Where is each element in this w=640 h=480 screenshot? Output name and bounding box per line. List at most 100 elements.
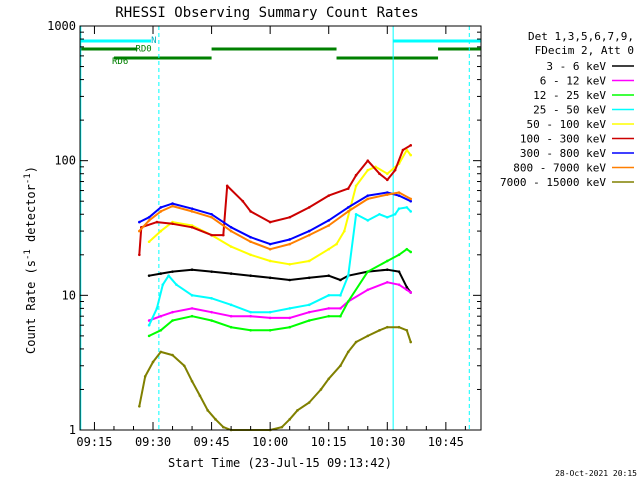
series-6-point-7 [249,235,252,239]
time-markers [80,26,470,430]
legend-label-3: 25 - 50 keV [533,104,606,117]
series-6-point-6 [229,226,233,229]
series-1-point-2 [171,310,174,314]
series-4-point-12 [343,229,346,233]
series-3-point-7 [229,303,233,307]
series-8-point-3 [159,350,163,354]
series-5-point-14 [346,187,350,190]
series-6-point-5 [210,212,213,216]
series-5-point-15 [354,173,358,177]
series-1-point-16 [405,288,409,292]
series-4-point-6 [249,253,252,257]
series-6-point-11 [327,219,331,222]
series-4-point-14 [366,168,370,172]
series-1-point-8 [288,316,291,320]
series-4-point-3 [190,224,194,227]
series-line-8 [138,326,412,431]
series-7-point-11 [327,224,331,227]
state-label-1: RD0 [135,44,151,54]
series-0-point-15 [397,270,401,273]
series-8-point-2 [151,360,155,364]
series-7-point-14 [385,193,389,196]
series-6-point-14 [385,191,389,194]
series-0-point-3 [190,268,194,272]
series-1-point-13 [366,288,370,292]
series-8-point-5 [182,364,186,368]
series-7-point-13 [366,197,370,201]
series-3-point-19 [393,212,397,216]
series-3-point-9 [268,310,272,314]
series-5-point-20 [401,148,405,152]
series-8-point-7 [198,394,202,397]
series-8-point-1 [143,375,147,378]
series-4-point-5 [229,245,233,248]
series-0-point-11 [339,278,342,282]
series-line-1 [148,281,412,322]
series-5-point-12 [307,206,311,209]
series-4-point-18 [405,148,409,152]
series-2-point-8 [288,325,291,329]
series-1-point-14 [385,280,389,284]
series-1-point-17 [409,291,413,294]
series-5-point-0 [138,253,141,257]
series-3-point-3 [167,274,170,277]
series-7-point-1 [147,219,151,222]
series-2-point-4 [210,319,213,322]
series-8-point-25 [397,325,401,329]
series-0-point-0 [147,274,151,277]
state-label-0: N [151,36,156,46]
y-tick-label-3: 1000 [47,19,76,33]
series-3-point-17 [378,212,381,216]
series-3-point-18 [385,215,389,219]
series-3-point-2 [161,283,165,286]
series-3-point-0 [147,323,151,327]
series-4-point-1 [159,229,163,233]
series-2-point-5 [229,325,233,329]
series-3-point-21 [405,206,409,209]
series-3-point-16 [366,219,370,222]
series-0-point-8 [288,278,291,282]
series-4-point-8 [288,262,291,266]
series-8-point-19 [339,364,342,368]
series-6-point-0 [138,220,141,224]
series-8-point-15 [296,409,299,412]
plot-frame [79,25,482,431]
series-3-point-10 [288,307,291,310]
series-8-point-8 [206,409,209,412]
series-5-point-6 [221,233,225,237]
series-3-point-5 [190,294,194,297]
series-4-point-19 [409,153,413,157]
series-1-point-1 [159,314,163,318]
series-2-point-2 [171,319,174,322]
series-0-point-14 [385,268,389,272]
series-3-point-13 [339,294,342,297]
series-8-point-22 [366,334,370,338]
series-0-point-2 [171,270,174,273]
y-tick-label-0: 1 [69,423,76,437]
series-4-point-0 [147,240,151,244]
series-5-point-21 [409,144,413,147]
series-6-point-8 [268,242,272,246]
x-tick-label-6: 10:45 [428,435,464,449]
series-8-point-0 [138,404,141,408]
series-8-point-23 [378,328,381,332]
series-5-point-18 [385,178,389,182]
x-tick-label-3: 10:00 [252,435,288,449]
legend-header-1: FDecim 2, Att 0 [535,44,634,57]
series-8-point-18 [327,377,331,381]
legend-label-1: 6 - 12 keV [540,75,607,88]
series-8-point-27 [409,340,413,344]
series-1-point-11 [339,307,342,310]
series-8-point-6 [190,379,194,383]
series-2-point-9 [307,319,311,322]
series-1-point-3 [190,307,194,310]
series-8-point-14 [288,418,291,421]
series-7-point-10 [307,233,311,237]
series-8-point-20 [346,350,350,354]
series-5-point-4 [190,226,194,229]
series-2-point-13 [366,270,370,273]
series-5-point-8 [241,199,245,203]
series-0-point-5 [229,272,233,275]
legend-label-7: 800 - 7000 keV [513,162,606,175]
